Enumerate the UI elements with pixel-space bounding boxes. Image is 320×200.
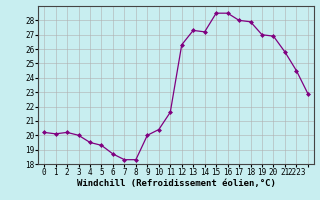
X-axis label: Windchill (Refroidissement éolien,°C): Windchill (Refroidissement éolien,°C) bbox=[76, 179, 276, 188]
